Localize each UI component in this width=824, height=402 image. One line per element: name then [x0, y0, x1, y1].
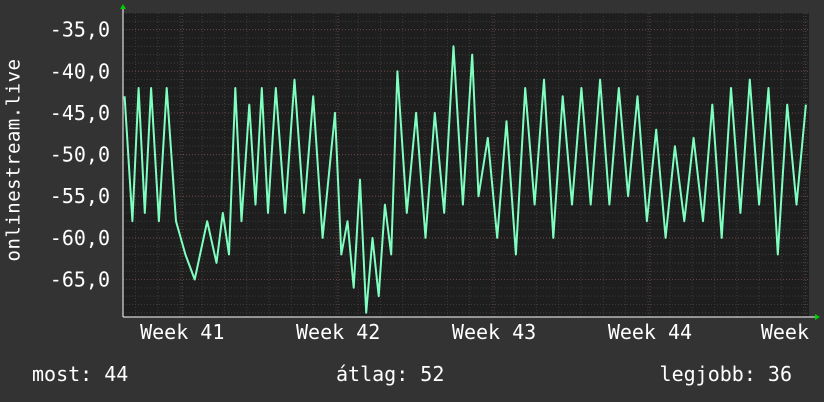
y-axis-title: onlinestream.live — [2, 58, 24, 262]
y-tick-label: -40,0 — [50, 59, 110, 83]
y-tick-label: -55,0 — [50, 184, 110, 208]
x-tick-label: Week 41 — [140, 320, 224, 344]
y-tick-label: -50,0 — [50, 143, 110, 167]
y-tick-label: -65,0 — [50, 268, 110, 292]
y-axis-title-wrap: onlinestream.live — [0, 0, 26, 320]
y-tick-label: -35,0 — [50, 18, 110, 42]
y-axis-arrow-icon — [120, 4, 126, 9]
x-tick-label: Week 44 — [608, 320, 692, 344]
stat-average: átlag: 52 — [336, 362, 445, 386]
series-line — [123, 45, 807, 314]
x-axis-arrow-icon — [815, 314, 820, 320]
y-tick-label: -45,0 — [50, 101, 110, 125]
x-tick-label: Week 42 — [296, 320, 380, 344]
x-tick-label: Week — [761, 320, 809, 344]
y-tick-label: -60,0 — [50, 226, 110, 250]
stat-current: most: 44 — [32, 362, 129, 386]
stat-best: legjobb: 36 — [659, 362, 792, 386]
x-tick-label: Week 43 — [452, 320, 536, 344]
